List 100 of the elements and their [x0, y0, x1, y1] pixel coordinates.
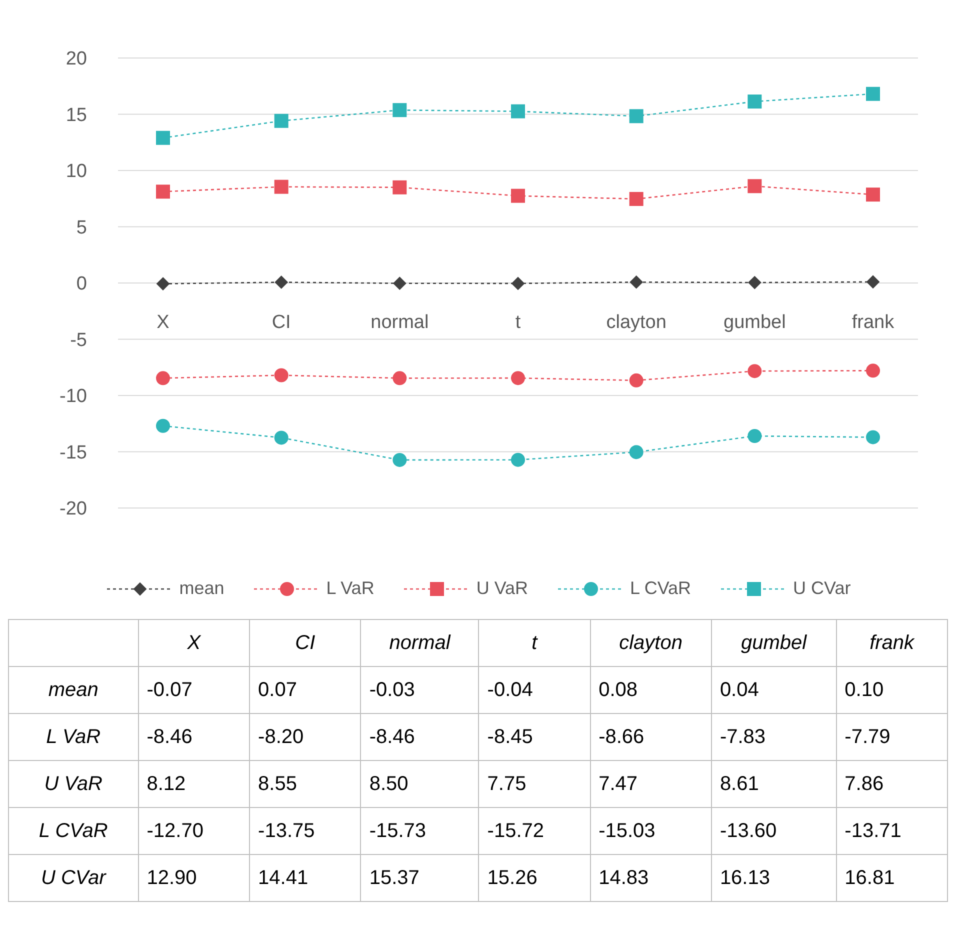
point: [866, 275, 880, 288]
data-label: -8.20: [250, 714, 361, 760]
x-tick-label: t: [515, 312, 522, 333]
y-tick-label: -10: [60, 386, 87, 408]
data-label: 15.37: [360, 854, 479, 902]
data-label: 14.83: [590, 854, 712, 902]
legend-label: mean: [179, 578, 224, 599]
data-label: -7.79: [836, 714, 948, 760]
text: mean: [48, 678, 98, 700]
point: [392, 371, 407, 386]
data-label: -15.73: [360, 808, 479, 854]
point: [512, 276, 524, 290]
point: [156, 277, 170, 290]
data-label: 0.04: [711, 666, 836, 714]
category-label: frank: [870, 632, 914, 654]
data-label: 16.81: [836, 854, 948, 902]
data-label: 15.26: [478, 854, 590, 902]
data-label: -0.07: [138, 666, 250, 714]
point: [866, 430, 880, 444]
text: L VaR: [46, 726, 101, 748]
data-label: 8.50: [360, 760, 479, 808]
data-label: -13.60: [711, 808, 836, 854]
point: [156, 371, 170, 386]
data-label: 0.10: [836, 666, 948, 714]
y-tick-label: -20: [60, 498, 87, 520]
point: [748, 364, 762, 378]
data-label: -7.83: [711, 714, 836, 760]
data-label: -13.71: [836, 808, 948, 854]
text: U CVar: [40, 866, 106, 888]
y-tick-label: -15: [60, 442, 87, 464]
point: [511, 104, 525, 118]
data-label: -0.04: [478, 666, 590, 714]
point: [748, 94, 762, 109]
legend-label: U VaR: [476, 578, 528, 599]
point: [274, 276, 288, 289]
data-label: 8.55: [250, 760, 361, 808]
x-tick-label: X: [156, 312, 170, 333]
point: [511, 371, 525, 386]
point: [392, 103, 407, 118]
point: [156, 418, 170, 433]
data-label: -8.46: [360, 714, 479, 760]
legend-label: L CVaR: [630, 578, 692, 599]
point: [156, 184, 170, 199]
x-tick-label: frank: [852, 312, 895, 333]
legend-label: U CVar: [793, 578, 851, 599]
category-label: gumbel: [740, 632, 807, 654]
category-label: clayton: [619, 632, 682, 654]
data-label: 8.61: [711, 760, 836, 808]
text: L CVaR: [38, 820, 108, 842]
point: [511, 452, 525, 467]
point: [748, 179, 762, 194]
data-label: 16.13: [711, 854, 836, 902]
y-tick-label: -5: [70, 330, 87, 351]
x-tick-label: normal: [370, 312, 429, 333]
data-label: -8.46: [138, 714, 250, 760]
category-label: normal: [389, 632, 450, 654]
point: [274, 180, 288, 194]
data-label: -8.45: [478, 714, 590, 760]
data-label: -13.75: [250, 808, 361, 854]
y-tick-label: 5: [76, 217, 87, 238]
point: [274, 368, 288, 382]
data-label: -8.66: [590, 714, 712, 760]
y-tick-label: 0: [76, 274, 87, 295]
point: [748, 429, 762, 443]
point: [630, 276, 643, 289]
data-label: -15.03: [590, 808, 712, 854]
data-label: 12.90: [138, 854, 250, 902]
x-tick-label: clayton: [606, 312, 666, 333]
point: [392, 180, 407, 194]
point: [629, 192, 644, 206]
category-label: CI: [295, 632, 316, 654]
category-label: X: [187, 632, 201, 654]
point: [866, 86, 880, 101]
x-tick-label: CI: [272, 312, 291, 333]
point: [629, 373, 644, 388]
x-tick-label: gumbel: [724, 312, 786, 333]
data-label: 7.75: [478, 760, 590, 808]
data-label: 8.12: [138, 760, 250, 808]
point: [274, 430, 288, 445]
point: [629, 109, 644, 124]
point: [393, 276, 406, 290]
point: [392, 452, 407, 467]
y-tick-label: 20: [66, 48, 87, 70]
point: [748, 276, 762, 290]
y-tick-label: 15: [66, 104, 87, 126]
data-label: -0.03: [360, 666, 479, 714]
point: [274, 114, 288, 128]
point: [629, 445, 644, 460]
data-label: -12.70: [138, 808, 250, 854]
text: U VaR: [44, 772, 102, 794]
data-label: 14.41: [250, 854, 361, 902]
point: [511, 188, 525, 203]
legend-label: L VaR: [326, 578, 374, 599]
point: [866, 188, 880, 202]
data-label: 0.07: [250, 666, 361, 714]
point: [866, 364, 880, 378]
data-label: -15.72: [478, 808, 590, 854]
data-label: 7.47: [590, 760, 712, 808]
data-label: 0.08: [590, 666, 712, 714]
point: [156, 130, 170, 145]
